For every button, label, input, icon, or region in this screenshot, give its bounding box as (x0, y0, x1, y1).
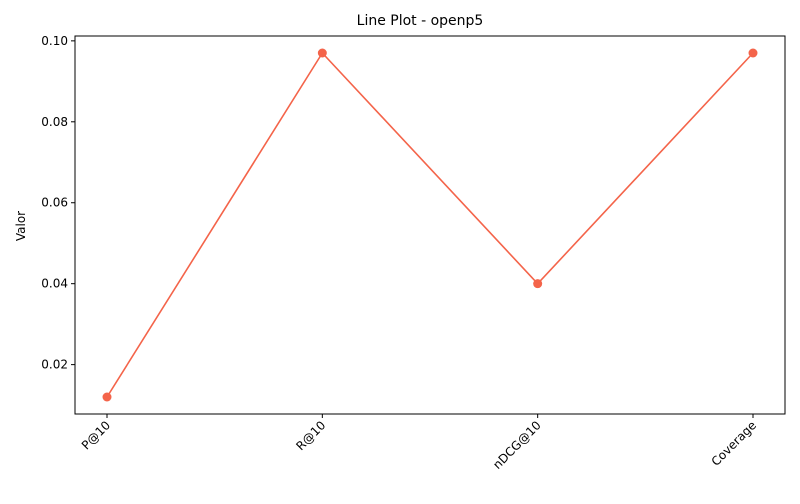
chart-title: Line Plot - openp5 (357, 13, 484, 29)
data-point (317, 48, 327, 58)
y-tick-label: 0.10 (41, 34, 68, 48)
y-tick-label: 0.08 (41, 115, 68, 129)
x-tick-label: Coverage (709, 418, 760, 469)
y-tick-label: 0.02 (41, 358, 68, 372)
data-point (102, 392, 112, 402)
x-tick-label: nDCG@10 (490, 418, 544, 472)
y-tick-label: 0.04 (41, 277, 68, 291)
y-axis-label: Valor (14, 211, 28, 241)
x-tick-label: P@10 (79, 418, 113, 452)
data-point (533, 279, 543, 289)
plot-frame (74, 35, 786, 415)
y-tick-label: 0.06 (41, 196, 68, 210)
series-line (106, 52, 754, 398)
data-point (748, 48, 758, 58)
x-tick-label: R@10 (293, 418, 328, 453)
plot-area: 0.02 0.04 0.06 0.08 0.10 P@10 R@10 nDCG@10 Cover… (41, 34, 786, 472)
